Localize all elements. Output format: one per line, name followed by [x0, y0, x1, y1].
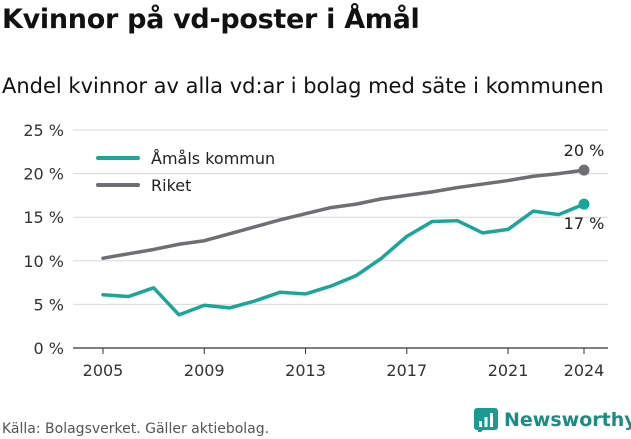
series-line-åmåls-kommun: [101, 202, 586, 317]
x-tick-label: 2005: [83, 361, 124, 380]
series-line-riket: [101, 168, 586, 260]
x-tick-label: 2017: [386, 361, 427, 380]
end-point-riket: [578, 164, 590, 176]
chart-subtitle: Andel kvinnor av alla vd:ar i bolag med …: [2, 74, 604, 98]
y-axis-ticks: 0 % 5 % 10 % 15 % 20 % 25 %: [23, 121, 64, 358]
legend: Åmåls kommun Riket: [96, 149, 275, 195]
y-tick-label: 15 %: [23, 208, 64, 227]
x-tick-label: 2009: [184, 361, 225, 380]
y-tick-label: 5 %: [34, 295, 64, 314]
legend-label: Riket: [151, 176, 191, 195]
x-tick-label: 2013: [285, 361, 326, 380]
brand-logo: Newsworthy: [474, 408, 631, 432]
x-axis-ticks: 2005 2009 2013 2017 2021 2024: [83, 348, 605, 380]
grid-lines: [73, 129, 608, 349]
y-tick-label: 0 %: [34, 339, 64, 358]
y-tick-label: 25 %: [23, 121, 64, 140]
legend-label: Åmåls kommun: [151, 149, 275, 168]
chart-title: Kvinnor på vd-poster i Åmål: [2, 4, 420, 35]
end-label: 17 %: [564, 214, 605, 233]
newsworthy-icon: [474, 408, 498, 432]
brand-name: Newsworthy: [504, 409, 631, 431]
x-tick-label: 2021: [488, 361, 529, 380]
source-note: Källa: Bolagsverket. Gäller aktiebolag.: [2, 421, 270, 437]
end-label: 20 %: [564, 141, 605, 160]
x-tick-label: 2024: [564, 361, 605, 380]
series-lines: 17 % 20 %: [101, 141, 605, 317]
y-tick-label: 20 %: [23, 165, 64, 184]
end-point-åmåls-kommun: [578, 198, 590, 210]
y-tick-label: 10 %: [23, 252, 64, 271]
